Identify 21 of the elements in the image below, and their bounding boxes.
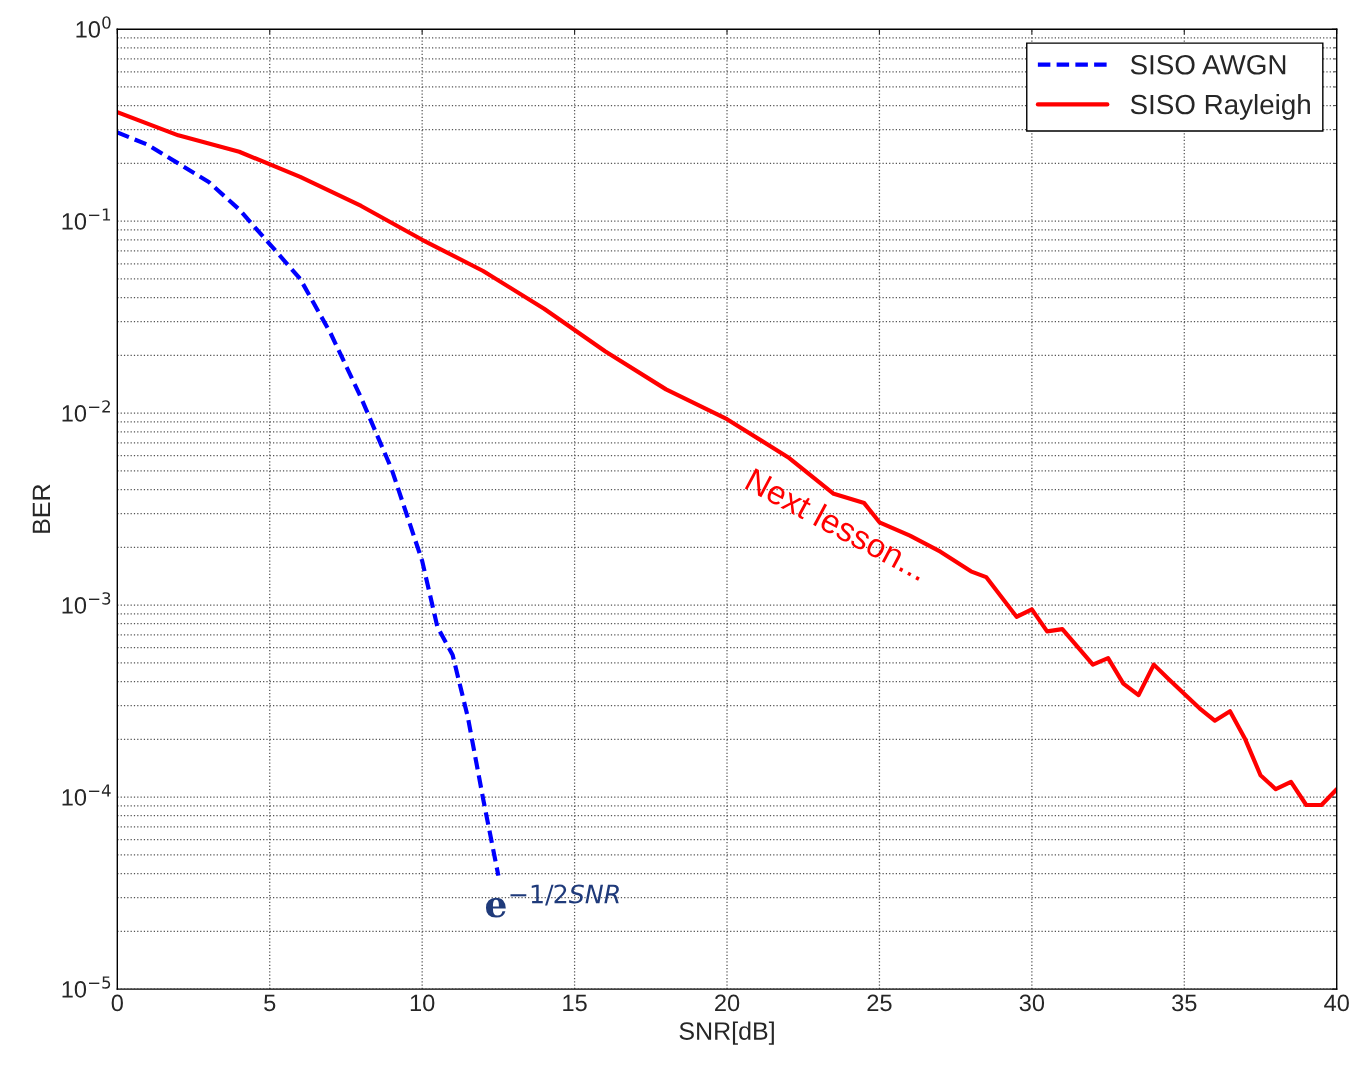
y-tick-label: 10$^{−2}$ bbox=[62, 400, 110, 422]
x-tick-label: 25 bbox=[867, 994, 892, 1012]
y-tick-label: 10$^{−5}$ bbox=[62, 976, 111, 998]
annotation: e$^{−1/2SNR}$ bbox=[485, 884, 619, 918]
x-tick-label: 10 bbox=[410, 994, 435, 1012]
line-series bbox=[117, 130, 501, 878]
x-tick-label: 20 bbox=[715, 994, 740, 1012]
y-tick-label: 10$^{−4}$ bbox=[62, 784, 111, 806]
x-tick-label: 40 bbox=[1324, 994, 1349, 1012]
legend-label: SISO Rayleigh bbox=[1130, 93, 1310, 120]
x-tick-label: 5 bbox=[264, 994, 276, 1012]
y-axis-title: BER bbox=[32, 484, 50, 533]
x-tick-label: 15 bbox=[563, 994, 587, 1012]
x-tick-label: 0 bbox=[111, 994, 123, 1012]
y-tick-label: 10$^{0}$ bbox=[76, 16, 111, 38]
x-tick-label: 30 bbox=[1019, 994, 1045, 1012]
x-tick-label: 35 bbox=[1172, 994, 1197, 1012]
x-axis-title: SNR[dB] bbox=[679, 1021, 774, 1045]
legend-label: SISO AWGN bbox=[1130, 54, 1286, 75]
y-tick-label: 10$^{−3}$ bbox=[62, 592, 111, 614]
y-tick-label: 10$^{−1}$ bbox=[62, 208, 111, 230]
